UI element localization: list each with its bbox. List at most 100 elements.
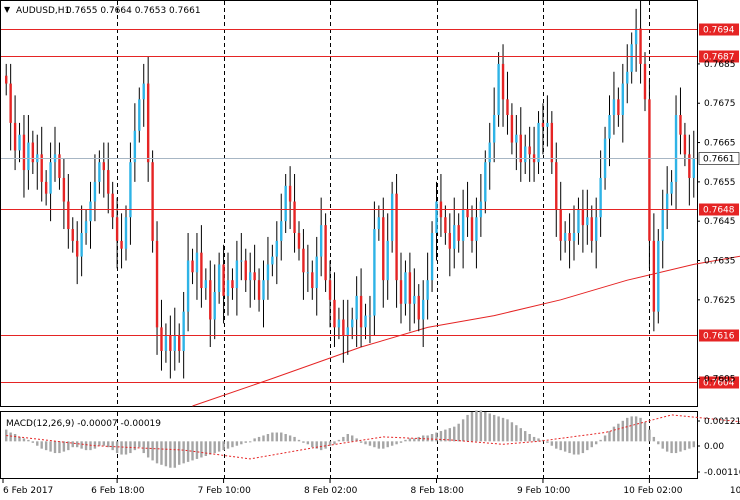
candle-body xyxy=(306,272,310,274)
candle xyxy=(377,205,381,241)
candle xyxy=(324,213,327,292)
candle-body xyxy=(173,335,176,351)
level-label: 0.7687 xyxy=(703,53,735,63)
macd-hist-bar xyxy=(657,441,660,445)
macd-hist-bar xyxy=(670,441,673,454)
candle-body xyxy=(568,232,571,241)
macd-hist-bar xyxy=(107,441,110,448)
candle-body xyxy=(643,63,647,100)
candle xyxy=(342,299,345,363)
macd-hist-bar xyxy=(612,426,616,442)
candle xyxy=(413,268,416,324)
macd-hist-bar xyxy=(355,438,358,442)
candle xyxy=(670,170,673,206)
macd-hist-bar xyxy=(603,435,607,442)
candle xyxy=(226,252,230,316)
macd-hist-bar xyxy=(501,417,505,442)
candle xyxy=(120,213,123,269)
y-axis: 0.7694 0.7687 0.7648 0.7616 0.7604 0.7661 0.76… xyxy=(697,23,740,478)
macd-hist-bar xyxy=(408,438,412,442)
candle xyxy=(501,44,505,127)
macd-hist-bar xyxy=(13,434,17,442)
candle-body xyxy=(382,217,385,281)
candle-body xyxy=(368,315,372,317)
macd-hist-bar xyxy=(382,441,385,449)
candle-body xyxy=(84,221,88,233)
candle-body xyxy=(80,232,83,257)
macd-hist-bar xyxy=(53,441,57,454)
macd-hist-bar xyxy=(18,436,21,442)
candle xyxy=(31,130,35,175)
macd-hist-bar xyxy=(284,434,287,442)
macd-hist-bar xyxy=(466,414,469,442)
candle xyxy=(408,252,412,332)
macd-hist-bar xyxy=(506,419,509,442)
candle-body xyxy=(275,240,279,257)
candle-body xyxy=(351,319,354,328)
candle xyxy=(328,260,332,328)
candle-body xyxy=(231,280,234,289)
macd-hist-bar xyxy=(257,436,261,442)
candle xyxy=(524,134,527,175)
candle xyxy=(75,221,79,285)
macd-hist-bar xyxy=(634,416,638,442)
candle-body xyxy=(692,158,695,178)
macd-hist-bar xyxy=(510,422,514,442)
candle xyxy=(44,170,48,206)
candle-body xyxy=(612,99,616,116)
macd-hist-bar xyxy=(293,436,296,442)
candle-body xyxy=(226,280,230,296)
candle-body xyxy=(31,142,35,163)
y-tick-label: 0.7655 xyxy=(704,178,736,188)
candle-body xyxy=(510,115,514,143)
macd-hist-bar xyxy=(62,441,66,452)
macd-hist-bar xyxy=(359,441,363,443)
candle xyxy=(519,107,522,182)
macd-hist-bar xyxy=(231,441,234,448)
macd-hist-bar xyxy=(155,441,159,464)
y-tick-label: 0.7635 xyxy=(704,257,736,267)
macd-hist-bar xyxy=(586,441,589,451)
candle-body xyxy=(182,311,185,351)
candle xyxy=(470,205,474,253)
x-tick-label: 8 Feb 02:00 xyxy=(304,486,358,496)
candle xyxy=(643,52,647,112)
macd-hist-bar xyxy=(89,441,92,451)
macd-hist-bar xyxy=(484,412,487,442)
candle xyxy=(200,225,203,308)
macd-hist-bar xyxy=(67,441,70,451)
candle-body xyxy=(253,272,256,281)
candle xyxy=(315,236,318,316)
candle xyxy=(271,244,274,277)
candle-body xyxy=(280,221,283,241)
candle-body xyxy=(315,256,318,289)
macd-hist-bar xyxy=(524,431,527,442)
candle xyxy=(262,260,265,328)
candle xyxy=(36,134,39,190)
candle-body xyxy=(342,319,345,336)
symbol-dropdown-icon[interactable]: ▼ xyxy=(4,5,11,14)
candle xyxy=(626,44,629,104)
macd-hist-bar xyxy=(643,422,647,442)
candle-body xyxy=(639,28,642,64)
macd-hist-bar xyxy=(84,441,88,451)
macd-hist-bar xyxy=(479,410,483,442)
candle-body xyxy=(461,209,465,241)
candle xyxy=(390,181,394,253)
macd-hist-bar xyxy=(559,441,562,451)
candle xyxy=(661,189,664,269)
candle xyxy=(107,142,110,214)
candle xyxy=(280,193,283,261)
macd-hist-bar xyxy=(27,439,30,442)
candle-body xyxy=(621,83,625,116)
candle xyxy=(142,63,145,127)
candle-body xyxy=(630,44,633,72)
candle xyxy=(639,1,642,84)
macd-hist-bar xyxy=(213,441,216,454)
macd-hist-bar xyxy=(492,414,496,442)
macd-hist-bar xyxy=(9,432,12,442)
candle xyxy=(594,197,598,269)
candle xyxy=(679,87,682,155)
macd-hist-bar xyxy=(683,441,687,451)
candle-body xyxy=(626,71,629,84)
